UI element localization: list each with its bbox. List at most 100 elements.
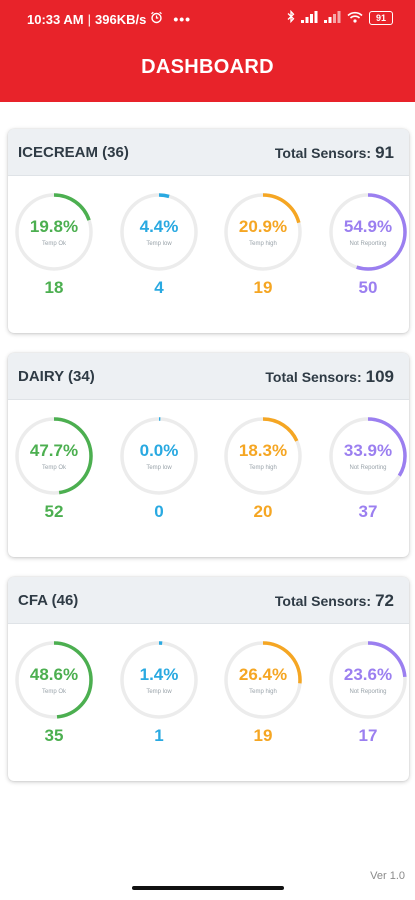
gauge-ring — [15, 193, 93, 271]
gauge-arc — [329, 641, 407, 719]
home-indicator[interactable] — [132, 886, 284, 890]
total-sensors-value: 109 — [365, 367, 394, 386]
gauge-low[interactable]: 4.4% Temp low 4 — [118, 191, 200, 311]
gauge-not-reporting[interactable]: 33.9% Not Reporting 37 — [327, 415, 409, 535]
total-sensors: Total Sensors: 72 — [275, 591, 394, 611]
total-sensors-label: Total Sensors: — [274, 145, 372, 161]
gauge-count: 52 — [44, 502, 64, 521]
gauge-ring — [329, 193, 407, 271]
gauge-ok[interactable]: 48.6% Temp Ok 35 — [13, 639, 95, 759]
gauge-subtitle: Temp high — [249, 689, 277, 695]
card-header: CFA (46) Total Sensors: 72 — [8, 577, 409, 624]
card-header: ICECREAM (36) Total Sensors: 91 — [8, 129, 409, 176]
gauge-arc — [120, 641, 198, 719]
more-notifications-icon: ••• — [173, 11, 192, 27]
gauge-count: 50 — [358, 278, 378, 297]
gauge-subtitle: Temp low — [146, 689, 172, 695]
gauge-row: 47.7% Temp Ok 52 0.0% Temp low 0 18.3% Temp hig… — [8, 415, 409, 535]
gauge-count: 19 — [253, 278, 273, 297]
app-header: 10:33 AM | 396KB/s ••• 91 DASHBOARD — [0, 0, 415, 102]
total-sensors-value: 91 — [375, 143, 394, 162]
gauge-arc — [15, 417, 93, 495]
alarm-icon — [150, 11, 163, 27]
gauge-high[interactable]: 20.9% Temp high 19 — [222, 191, 304, 311]
gauge-percent: 18.3% — [238, 441, 288, 460]
status-left: 10:33 AM | 396KB/s ••• — [27, 11, 191, 27]
gauge-low[interactable]: 1.4% Temp low 1 — [118, 639, 200, 759]
gauge-percent: 4.4% — [139, 217, 179, 236]
total-sensors-label: Total Sensors: — [274, 593, 372, 609]
gauge-arc — [224, 193, 302, 271]
gauge-count: 1 — [154, 726, 164, 745]
gauge-subtitle: Not Reporting — [349, 465, 387, 471]
gauge-subtitle: Temp Ok — [41, 465, 66, 471]
gauge-arc — [329, 417, 407, 495]
status-separator: | — [87, 11, 91, 27]
gauge-ring — [224, 417, 302, 495]
status-network-speed: 396KB/s — [95, 11, 147, 27]
gauge-ring — [15, 641, 93, 719]
gauge-arc — [120, 417, 198, 495]
gauge-subtitle: Temp high — [249, 241, 277, 247]
gauge-subtitle: Not Reporting — [349, 241, 387, 247]
gauge-subtitle: Temp Ok — [41, 241, 66, 247]
gauge-ok[interactable]: 47.7% Temp Ok 52 — [13, 415, 95, 535]
sensor-card[interactable]: CFA (46) Total Sensors: 72 48.6% Temp Ok 35 1.… — [8, 577, 409, 781]
gauge-percent: 26.4% — [238, 665, 288, 684]
card-title: DAIRY (34) — [18, 368, 95, 385]
gauge-not-reporting[interactable]: 23.6% Not Reporting 17 — [327, 639, 409, 759]
total-sensors: Total Sensors: 109 — [265, 367, 394, 387]
gauge-subtitle: Temp low — [146, 241, 172, 247]
gauge-percent: 33.9% — [343, 441, 393, 460]
gauge-arc — [120, 193, 198, 271]
gauge-arc — [15, 193, 93, 271]
sensor-card[interactable]: ICECREAM (36) Total Sensors: 91 19.8% Temp O… — [8, 129, 409, 333]
gauge-percent: 0.0% — [139, 441, 179, 460]
gauge-ring — [329, 641, 407, 719]
gauge-arc — [224, 641, 302, 719]
signal-icon — [301, 10, 318, 26]
gauge-ring — [120, 641, 198, 719]
gauge-subtitle: Temp Ok — [41, 689, 66, 695]
total-sensors-label: Total Sensors: — [265, 369, 362, 385]
gauge-count: 17 — [358, 726, 378, 745]
status-bar: 10:33 AM | 396KB/s ••• 91 — [0, 0, 415, 36]
gauge-percent: 54.9% — [343, 217, 393, 236]
gauge-percent: 20.9% — [238, 217, 288, 236]
gauge-count: 37 — [358, 502, 378, 521]
gauge-high[interactable]: 18.3% Temp high 20 — [222, 415, 304, 535]
gauge-not-reporting[interactable]: 54.9% Not Reporting 50 — [327, 191, 409, 311]
total-sensors-value: 72 — [375, 591, 394, 610]
gauge-row: 19.8% Temp Ok 18 4.4% Temp low 4 20.9% Temp hig… — [8, 191, 409, 311]
gauge-ring — [329, 417, 407, 495]
gauge-arc — [329, 193, 407, 271]
gauge-arc — [224, 417, 302, 495]
page-title: DASHBOARD — [141, 56, 274, 78]
status-right: 91 — [287, 9, 393, 26]
status-time: 10:33 AM — [27, 11, 84, 27]
gauge-ring — [120, 193, 198, 271]
gauge-percent: 1.4% — [139, 665, 179, 684]
gauge-ring — [224, 193, 302, 271]
gauge-count: 19 — [253, 726, 273, 745]
gauge-count: 4 — [154, 278, 164, 297]
sensor-card[interactable]: DAIRY (34) Total Sensors: 109 47.7% Temp Ok 5… — [8, 353, 409, 557]
gauge-ring — [224, 641, 302, 719]
gauge-low[interactable]: 0.0% Temp low 0 — [118, 415, 200, 535]
total-sensors: Total Sensors: 91 — [275, 143, 394, 163]
gauge-subtitle: Temp low — [146, 465, 172, 471]
card-header: DAIRY (34) Total Sensors: 109 — [8, 353, 409, 400]
version-label: Ver 1.0 — [370, 870, 405, 882]
gauge-percent: 19.8% — [29, 217, 79, 236]
gauge-arc — [15, 641, 93, 719]
gauge-ok[interactable]: 19.8% Temp Ok 18 — [13, 191, 95, 311]
gauge-high[interactable]: 26.4% Temp high 19 — [222, 639, 304, 759]
gauge-count: 20 — [253, 502, 273, 521]
gauge-percent: 48.6% — [29, 665, 79, 684]
bluetooth-icon — [287, 9, 295, 26]
gauge-subtitle: Not Reporting — [349, 689, 387, 695]
gauge-count: 18 — [44, 278, 64, 297]
gauge-row: 48.6% Temp Ok 35 1.4% Temp low 1 26.4% Temp hig… — [8, 639, 409, 759]
gauge-subtitle: Temp high — [249, 465, 277, 471]
gauge-ring — [120, 417, 198, 495]
